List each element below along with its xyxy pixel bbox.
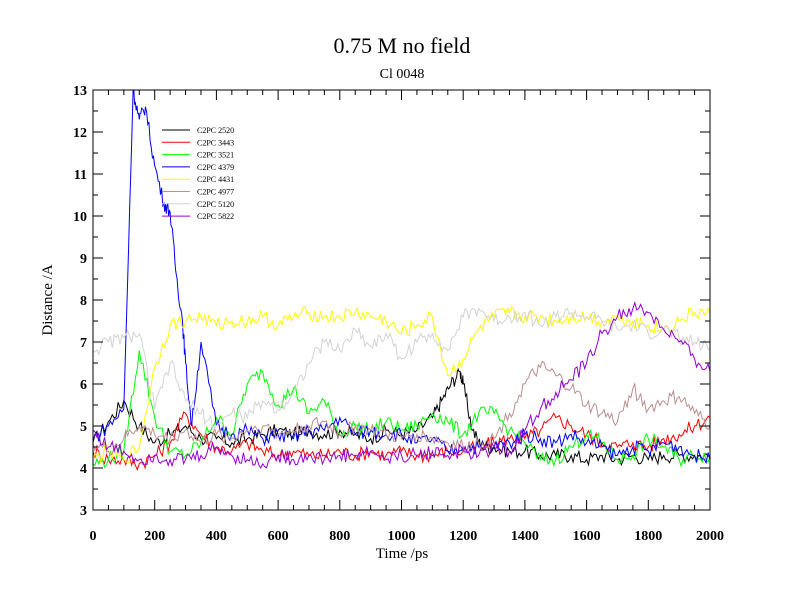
legend-label: C2PC 3521 bbox=[197, 151, 234, 160]
x-tick-label: 1400 bbox=[511, 529, 539, 544]
y-tick-label: 7 bbox=[80, 336, 87, 351]
legend-label: C2PC 2520 bbox=[197, 126, 234, 135]
legend-label: C2PC 4379 bbox=[197, 163, 234, 172]
legend-label: C2PC 3443 bbox=[197, 138, 234, 147]
series-line-c2pc-5822 bbox=[92, 300, 711, 469]
x-tick-label: 400 bbox=[206, 529, 227, 544]
y-tick-label: 12 bbox=[73, 126, 87, 141]
legend-label: C2PC 5120 bbox=[197, 200, 234, 209]
series-line-c2pc-3521 bbox=[92, 350, 711, 469]
ticks-layer: 0 200 400 600 800 1000 1200 1400 1600 1800 2000 3 4 5… bbox=[73, 84, 724, 544]
series-line-c2pc-5120 bbox=[92, 307, 711, 430]
x-tick-label: 1800 bbox=[634, 529, 662, 544]
chart-subtitle: Cl 0048 bbox=[380, 67, 425, 82]
x-tick-label: 1000 bbox=[388, 529, 416, 544]
x-tick-label: 200 bbox=[144, 529, 165, 544]
y-tick-label: 9 bbox=[80, 252, 87, 267]
series-line-c2pc-4977 bbox=[92, 360, 711, 456]
series-line-c2pc-4379 bbox=[92, 89, 711, 465]
y-tick-label: 6 bbox=[80, 378, 87, 393]
legend: C2PC 2520 C2PC 3443 C2PC 3521 C2PC 4379 C2PC… bbox=[162, 126, 234, 221]
x-tick-label: 0 bbox=[90, 529, 97, 544]
y-tick-label: 8 bbox=[80, 294, 87, 309]
y-tick-label: 5 bbox=[80, 420, 87, 435]
y-tick-label: 10 bbox=[73, 210, 87, 225]
series-layer bbox=[92, 89, 711, 471]
x-tick-label: 800 bbox=[329, 529, 350, 544]
x-axis-label: Time /ps bbox=[376, 546, 429, 562]
x-tick-label: 1600 bbox=[573, 529, 601, 544]
y-tick-label: 11 bbox=[74, 168, 87, 183]
y-tick-label: 4 bbox=[80, 462, 87, 477]
series-line-c2pc-4431 bbox=[92, 305, 711, 464]
x-tick-label: 2000 bbox=[696, 529, 724, 544]
x-tick-label: 1200 bbox=[449, 529, 477, 544]
legend-label: C2PC 4431 bbox=[197, 175, 234, 184]
chart-title: 0.75 M no field bbox=[334, 33, 471, 58]
x-tick-label: 600 bbox=[268, 529, 289, 544]
series-line-c2pc-2520 bbox=[92, 367, 711, 467]
y-axis-label: Distance /A bbox=[40, 264, 56, 335]
y-tick-label: 13 bbox=[73, 84, 87, 99]
legend-label: C2PC 5822 bbox=[197, 212, 234, 221]
y-tick-label: 3 bbox=[80, 504, 87, 519]
legend-label: C2PC 4977 bbox=[197, 188, 234, 197]
